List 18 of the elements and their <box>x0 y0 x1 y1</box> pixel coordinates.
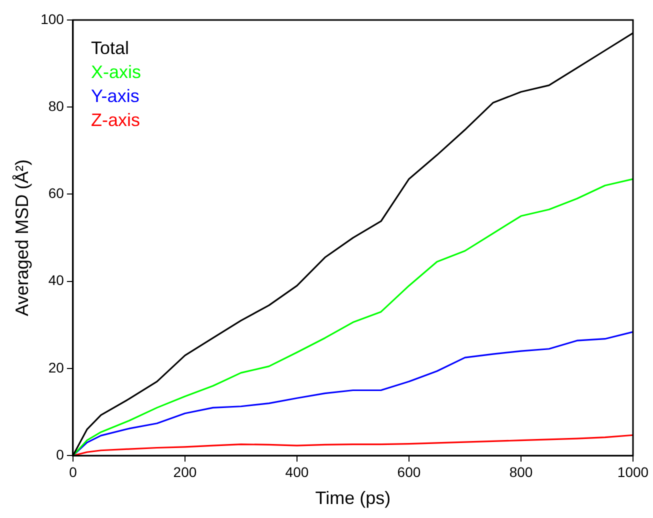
x-tick-label: 200 <box>173 464 197 480</box>
y-tick-label: 80 <box>48 98 64 114</box>
y-tick-label: 40 <box>48 272 64 288</box>
text: Total <box>90 38 129 58</box>
text: Y-axis <box>90 86 140 106</box>
x-tick-label: 600 <box>397 464 421 480</box>
text: Z-axis <box>90 110 140 130</box>
text: X-axis <box>90 62 141 82</box>
x-tick-label: 1000 <box>617 464 649 480</box>
y-axis-title: Averaged MSD (Å²) <box>12 159 32 316</box>
x-tick-label: 800 <box>509 464 533 480</box>
x-axis-title: Time (ps) <box>315 488 391 508</box>
y-tick-label: 100 <box>40 10 64 27</box>
y-tick-label: 60 <box>48 185 64 202</box>
y-tick-label: 20 <box>48 359 64 376</box>
x-tick-label: 400 <box>285 464 309 480</box>
x-tick-label: 0 <box>69 464 78 480</box>
y-tick-label: 0 <box>56 446 64 462</box>
